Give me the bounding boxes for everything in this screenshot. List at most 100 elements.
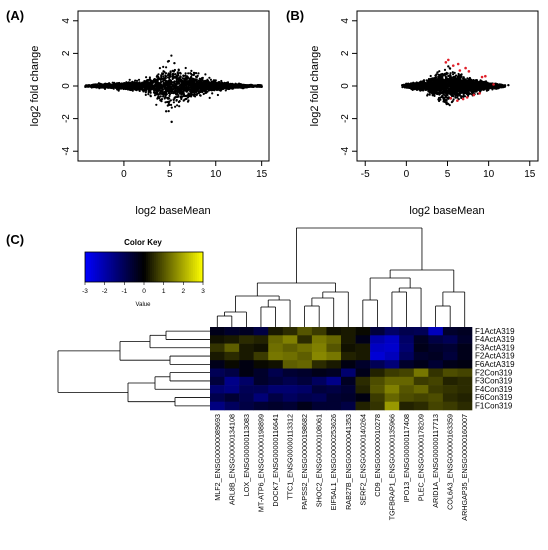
- cloud-point: [179, 72, 182, 75]
- plot-b-points: [401, 58, 510, 107]
- cloud-point: [169, 75, 172, 78]
- cloud-point: [121, 85, 124, 88]
- outlier-point: [87, 83, 91, 87]
- cloud-point: [201, 79, 204, 82]
- cloud-point: [197, 82, 200, 85]
- cloud-point: [187, 81, 190, 85]
- cloud-point: [157, 86, 160, 89]
- cloud-point: [186, 83, 189, 86]
- cloud-point: [225, 82, 228, 85]
- cloud-point: [153, 78, 157, 81]
- cloud-point: [138, 89, 141, 92]
- cloud-point: [178, 90, 181, 93]
- cloud-point: [164, 75, 168, 78]
- cloud-point: [166, 74, 170, 77]
- cloud-point: [222, 86, 225, 90]
- cloud-point: [179, 80, 182, 83]
- cloud-point: [126, 83, 129, 86]
- cloud-point: [114, 84, 117, 87]
- cloud-point: [453, 71, 456, 74]
- cloud-point: [446, 93, 449, 97]
- cloud-point: [164, 83, 167, 86]
- cloud-point: [227, 83, 231, 86]
- cloud-point: [189, 78, 192, 82]
- cloud-point: [233, 85, 236, 88]
- cloud-point: [209, 78, 212, 81]
- cloud-point: [184, 89, 187, 92]
- cloud-point: [220, 88, 223, 91]
- cloud-point: [183, 77, 186, 80]
- cloud-point: [189, 90, 192, 93]
- cloud-point: [184, 72, 187, 75]
- cloud-point: [452, 98, 455, 101]
- cloud-point: [179, 88, 182, 91]
- cloud-point: [109, 85, 112, 88]
- cloud-point: [164, 72, 168, 75]
- cloud-point: [191, 77, 194, 80]
- cloud-point: [168, 78, 171, 81]
- cloud-point: [172, 98, 175, 101]
- cloud-point: [184, 97, 187, 101]
- cloud-point: [174, 105, 177, 108]
- y-tick-label: -4: [61, 146, 72, 155]
- cloud-point: [147, 85, 150, 88]
- cloud-point: [193, 89, 196, 92]
- cloud-point: [177, 78, 180, 81]
- cloud-point: [214, 88, 217, 91]
- cloud-point: [142, 90, 145, 93]
- cloud-point: [160, 100, 163, 103]
- cloud-point: [134, 79, 137, 82]
- plot-a-ylabel: log2 fold change: [29, 46, 41, 127]
- x-tick-label: 5: [167, 169, 173, 180]
- cloud-point: [163, 70, 166, 73]
- cloud-point: [120, 82, 123, 85]
- y-tick-label: 2: [61, 50, 72, 56]
- cloud-point: [163, 84, 166, 88]
- cloud-point: [176, 74, 179, 78]
- cloud-point: [159, 95, 162, 98]
- cloud-point: [144, 86, 147, 89]
- cloud-point: [148, 76, 151, 79]
- cloud-point: [157, 75, 160, 78]
- cloud-point: [196, 74, 199, 77]
- cloud-point: [208, 76, 211, 79]
- cloud-point: [107, 85, 110, 88]
- cloud-point: [166, 104, 169, 107]
- cloud-point: [220, 79, 223, 83]
- cloud-point: [169, 70, 172, 73]
- outlier-point: [166, 60, 170, 63]
- cloud-point: [238, 84, 241, 87]
- cloud-point: [169, 85, 172, 88]
- cloud-point: [169, 73, 172, 76]
- cloud-point: [186, 100, 190, 103]
- cloud-point: [172, 85, 175, 88]
- cloud-point: [460, 75, 463, 78]
- cloud-point: [157, 93, 160, 96]
- cloud-point: [173, 75, 176, 79]
- cloud-point: [160, 98, 164, 101]
- cloud-point: [170, 90, 173, 93]
- outlier-point: [256, 83, 260, 87]
- cloud-point: [189, 84, 192, 87]
- cloud-point: [206, 87, 209, 90]
- cloud-point: [170, 91, 173, 95]
- cloud-point: [190, 83, 193, 86]
- cloud-point: [187, 86, 191, 89]
- cloud-point: [131, 89, 134, 92]
- cloud-point: [177, 88, 180, 91]
- cloud-point: [140, 84, 143, 87]
- cloud-point: [218, 81, 221, 85]
- cloud-point: [177, 80, 180, 83]
- cloud-point: [190, 73, 193, 76]
- cloud-point: [165, 93, 168, 96]
- cloud-point: [141, 86, 144, 90]
- cloud-point: [152, 85, 155, 88]
- cloud-point: [200, 81, 203, 84]
- cloud-point: [193, 79, 196, 82]
- cloud-point: [145, 83, 149, 86]
- cloud-point: [156, 97, 159, 100]
- cloud-point: [162, 95, 165, 98]
- cloud-point: [149, 82, 152, 85]
- cloud-point: [224, 86, 227, 89]
- y-tick-label: -2: [61, 114, 72, 123]
